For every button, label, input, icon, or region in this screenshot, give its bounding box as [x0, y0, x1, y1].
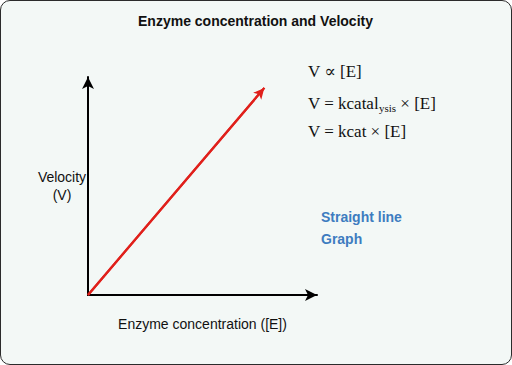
svg-text:Enzyme concentration and Veloc: Enzyme concentration and Velocity — [138, 13, 373, 29]
svg-text:× [E]: × [E] — [396, 94, 436, 113]
svg-text:Velocity: Velocity — [38, 169, 86, 185]
svg-text:V = kcat × [E]: V = kcat × [E] — [308, 122, 406, 141]
svg-text:V = kcatal: V = kcatal — [308, 94, 379, 113]
svg-text:(V): (V) — [53, 187, 72, 203]
svg-text:ysis: ysis — [379, 102, 396, 114]
svg-text:Enzyme concentration ([E]): Enzyme concentration ([E]) — [118, 316, 287, 332]
svg-text:Straight line: Straight line — [321, 209, 402, 225]
svg-text:Graph: Graph — [321, 231, 362, 247]
svg-text:V ∝ [E]: V ∝ [E] — [308, 62, 362, 81]
